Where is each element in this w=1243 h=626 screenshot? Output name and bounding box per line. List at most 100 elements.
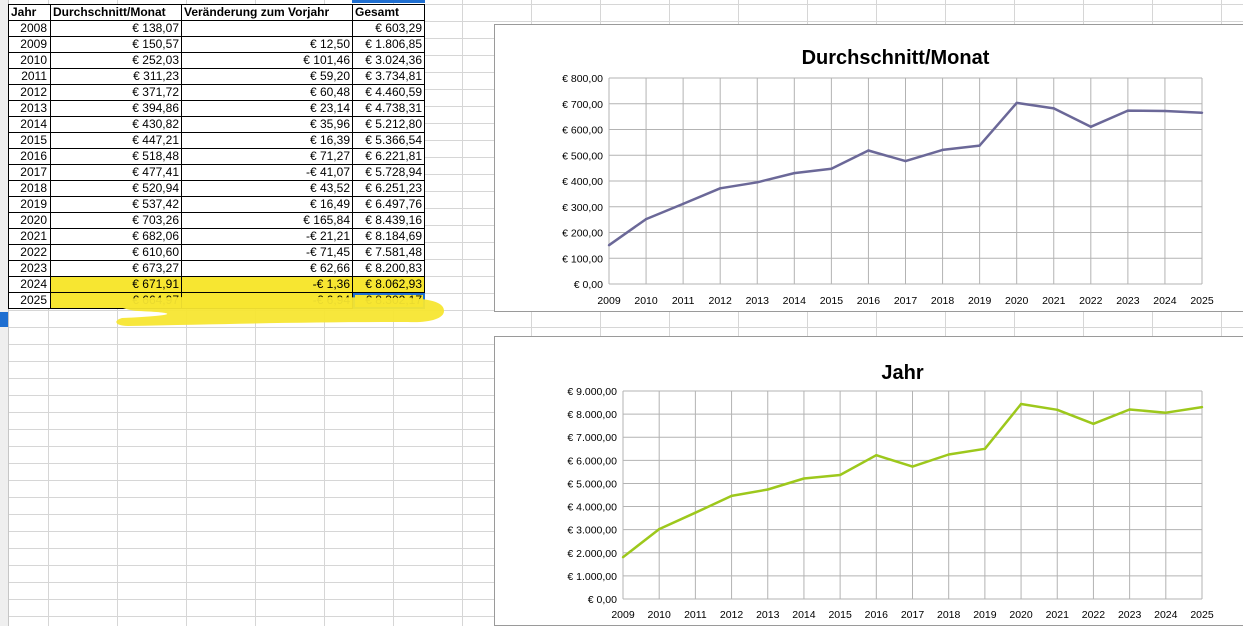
data-point[interactable] bbox=[978, 144, 981, 147]
cell-jahr[interactable]: 2012 bbox=[8, 84, 51, 101]
cell-durchschnitt-monat[interactable]: € 371,72 bbox=[50, 84, 182, 101]
data-point[interactable] bbox=[607, 244, 611, 247]
data-point[interactable] bbox=[694, 511, 697, 514]
data-point[interactable] bbox=[1015, 101, 1018, 105]
data-point[interactable] bbox=[1164, 411, 1168, 414]
cell-veraenderung[interactable] bbox=[181, 20, 353, 37]
cell-durchschnitt-monat[interactable]: € 430,82 bbox=[50, 116, 182, 133]
cell-jahr[interactable]: 2017 bbox=[8, 164, 51, 181]
data-point[interactable] bbox=[1092, 422, 1095, 425]
cell-gesamt[interactable]: € 6.497,76 bbox=[352, 196, 425, 213]
cell-jahr[interactable]: 2020 bbox=[8, 212, 51, 229]
cell-jahr[interactable]: 2011 bbox=[8, 68, 51, 85]
cell-gesamt[interactable]: € 8.062,93 bbox=[352, 276, 425, 293]
cell-jahr[interactable]: 2025 bbox=[8, 292, 51, 309]
cell-veraenderung[interactable]: -€ 21,21 bbox=[181, 228, 353, 245]
cell-gesamt[interactable]: € 1.806,85 bbox=[352, 36, 425, 53]
cell-veraenderung[interactable]: € 60,48 bbox=[181, 84, 353, 101]
cell-gesamt[interactable]: € 7.581,48 bbox=[352, 244, 425, 261]
cell-jahr[interactable]: 2008 bbox=[8, 20, 51, 37]
cell-durchschnitt-monat[interactable]: € 671,91 bbox=[50, 276, 182, 293]
cell-durchschnitt-monat[interactable]: € 447,21 bbox=[50, 132, 182, 149]
data-point[interactable] bbox=[983, 447, 987, 451]
data-point[interactable] bbox=[1200, 405, 1204, 409]
cell-gesamt[interactable]: € 6.221,81 bbox=[352, 148, 425, 165]
cell-veraenderung[interactable]: € 35,96 bbox=[181, 116, 353, 133]
cell-durchschnitt-monat[interactable]: € 150,57 bbox=[50, 36, 182, 53]
cell-veraenderung[interactable]: € 165,84 bbox=[181, 212, 353, 229]
data-point[interactable] bbox=[830, 167, 833, 171]
data-point[interactable] bbox=[718, 187, 722, 190]
cell-veraenderung[interactable]: € 71,27 bbox=[181, 148, 353, 165]
cell-veraenderung[interactable]: € 16,49 bbox=[181, 196, 353, 213]
chart-jahr[interactable]: Jahr € 0,00 € 1.000,00 € 2.000,00 € 3.000,00… bbox=[494, 336, 1243, 626]
cell-jahr[interactable]: 2019 bbox=[8, 196, 51, 213]
data-point[interactable] bbox=[1128, 408, 1131, 411]
cell-veraenderung[interactable]: -€ 71,45 bbox=[181, 244, 353, 261]
data-point[interactable] bbox=[657, 527, 661, 531]
data-point[interactable] bbox=[911, 465, 914, 468]
cell-durchschnitt-monat[interactable]: € 138,07 bbox=[50, 20, 182, 37]
cell-jahr[interactable]: 2010 bbox=[8, 52, 51, 69]
cell-veraenderung[interactable]: € 23,14 bbox=[181, 100, 353, 117]
cell-gesamt[interactable]: € 5.728,94 bbox=[352, 164, 425, 181]
cell-gesamt[interactable]: € 8.439,16 bbox=[352, 212, 425, 229]
cell-gesamt[interactable]: € 3.734,81 bbox=[352, 68, 425, 85]
data-point[interactable] bbox=[875, 454, 878, 457]
cell-gesamt[interactable]: € 8.184,69 bbox=[352, 228, 425, 245]
cell-jahr[interactable]: 2014 bbox=[8, 116, 51, 133]
cell-gesamt[interactable]: € 4.738,31 bbox=[352, 100, 425, 117]
cell-jahr[interactable]: 2022 bbox=[8, 244, 51, 261]
cell-veraenderung[interactable]: € 59,20 bbox=[181, 68, 353, 85]
cell-gesamt[interactable]: € 3.024,36 bbox=[352, 52, 425, 69]
cell-durchschnitt-monat[interactable]: € 673,27 bbox=[50, 260, 182, 277]
cell-veraenderung[interactable]: € 12,50 bbox=[181, 36, 353, 53]
cell-durchschnitt-monat[interactable]: € 394,86 bbox=[50, 100, 182, 117]
cell-veraenderung[interactable]: € 16,39 bbox=[181, 132, 353, 149]
cell-gesamt[interactable]: € 8.200,83 bbox=[352, 260, 425, 277]
cell-veraenderung[interactable]: € 62,66 bbox=[181, 260, 353, 277]
cell-veraenderung[interactable]: € 43,52 bbox=[181, 180, 353, 197]
cell-durchschnitt-monat[interactable]: € 477,41 bbox=[50, 164, 182, 181]
cell-gesamt[interactable]: € 603,29 bbox=[352, 20, 425, 37]
cell-durchschnitt-monat[interactable]: € 520,94 bbox=[50, 180, 182, 197]
data-point[interactable] bbox=[1056, 408, 1059, 412]
cell-gesamt[interactable]: € 8.302,17 bbox=[352, 292, 425, 309]
data-point[interactable] bbox=[941, 148, 944, 152]
chart-durchschnitt-monat[interactable]: Durchschnitt/Monat € 0,00 € 100,00 € 200,00… bbox=[494, 24, 1243, 312]
data-point[interactable] bbox=[681, 202, 685, 206]
data-point[interactable] bbox=[867, 149, 870, 152]
data-point[interactable] bbox=[838, 473, 842, 477]
cell-durchschnitt-monat[interactable]: € 610,60 bbox=[50, 244, 182, 261]
cell-durchschnitt-monat[interactable]: € 518,48 bbox=[50, 148, 182, 165]
data-point[interactable] bbox=[1019, 402, 1023, 406]
header-jahr[interactable]: Jahr bbox=[8, 4, 51, 21]
data-point[interactable] bbox=[730, 494, 733, 498]
cell-jahr[interactable]: 2021 bbox=[8, 228, 51, 245]
header-durchschnitt-monat[interactable]: Durchschnitt/Monat bbox=[50, 4, 182, 21]
cell-veraenderung[interactable]: -€ 1,36 bbox=[181, 276, 353, 293]
data-point[interactable] bbox=[802, 477, 806, 480]
data-point[interactable] bbox=[1089, 125, 1093, 128]
data-point[interactable] bbox=[621, 556, 625, 559]
cell-veraenderung[interactable]: -€ 41,07 bbox=[181, 164, 353, 181]
cell-durchschnitt-monat[interactable]: € 703,26 bbox=[50, 212, 182, 229]
data-point[interactable] bbox=[904, 159, 907, 163]
cell-veraenderung[interactable]: € 101,46 bbox=[181, 52, 353, 69]
data-point[interactable] bbox=[793, 171, 796, 175]
data-point[interactable] bbox=[947, 453, 950, 456]
cell-jahr[interactable]: 2013 bbox=[8, 100, 51, 117]
data-point[interactable] bbox=[1163, 109, 1167, 113]
data-point[interactable] bbox=[756, 181, 759, 184]
cell-jahr[interactable]: 2016 bbox=[8, 148, 51, 165]
data-point[interactable] bbox=[1126, 109, 1130, 112]
cell-jahr[interactable]: 2009 bbox=[8, 36, 51, 53]
cell-gesamt[interactable]: € 5.366,54 bbox=[352, 132, 425, 149]
cell-jahr[interactable]: 2024 bbox=[8, 276, 51, 293]
cell-gesamt[interactable]: € 6.251,23 bbox=[352, 180, 425, 197]
cell-durchschnitt-monat[interactable]: € 252,03 bbox=[50, 52, 182, 69]
cell-gesamt[interactable]: € 5.212,80 bbox=[352, 116, 425, 133]
cell-jahr[interactable]: 2018 bbox=[8, 180, 51, 197]
data-point[interactable] bbox=[1200, 111, 1204, 114]
cell-durchschnitt-monat[interactable]: € 664,97 bbox=[50, 292, 182, 309]
